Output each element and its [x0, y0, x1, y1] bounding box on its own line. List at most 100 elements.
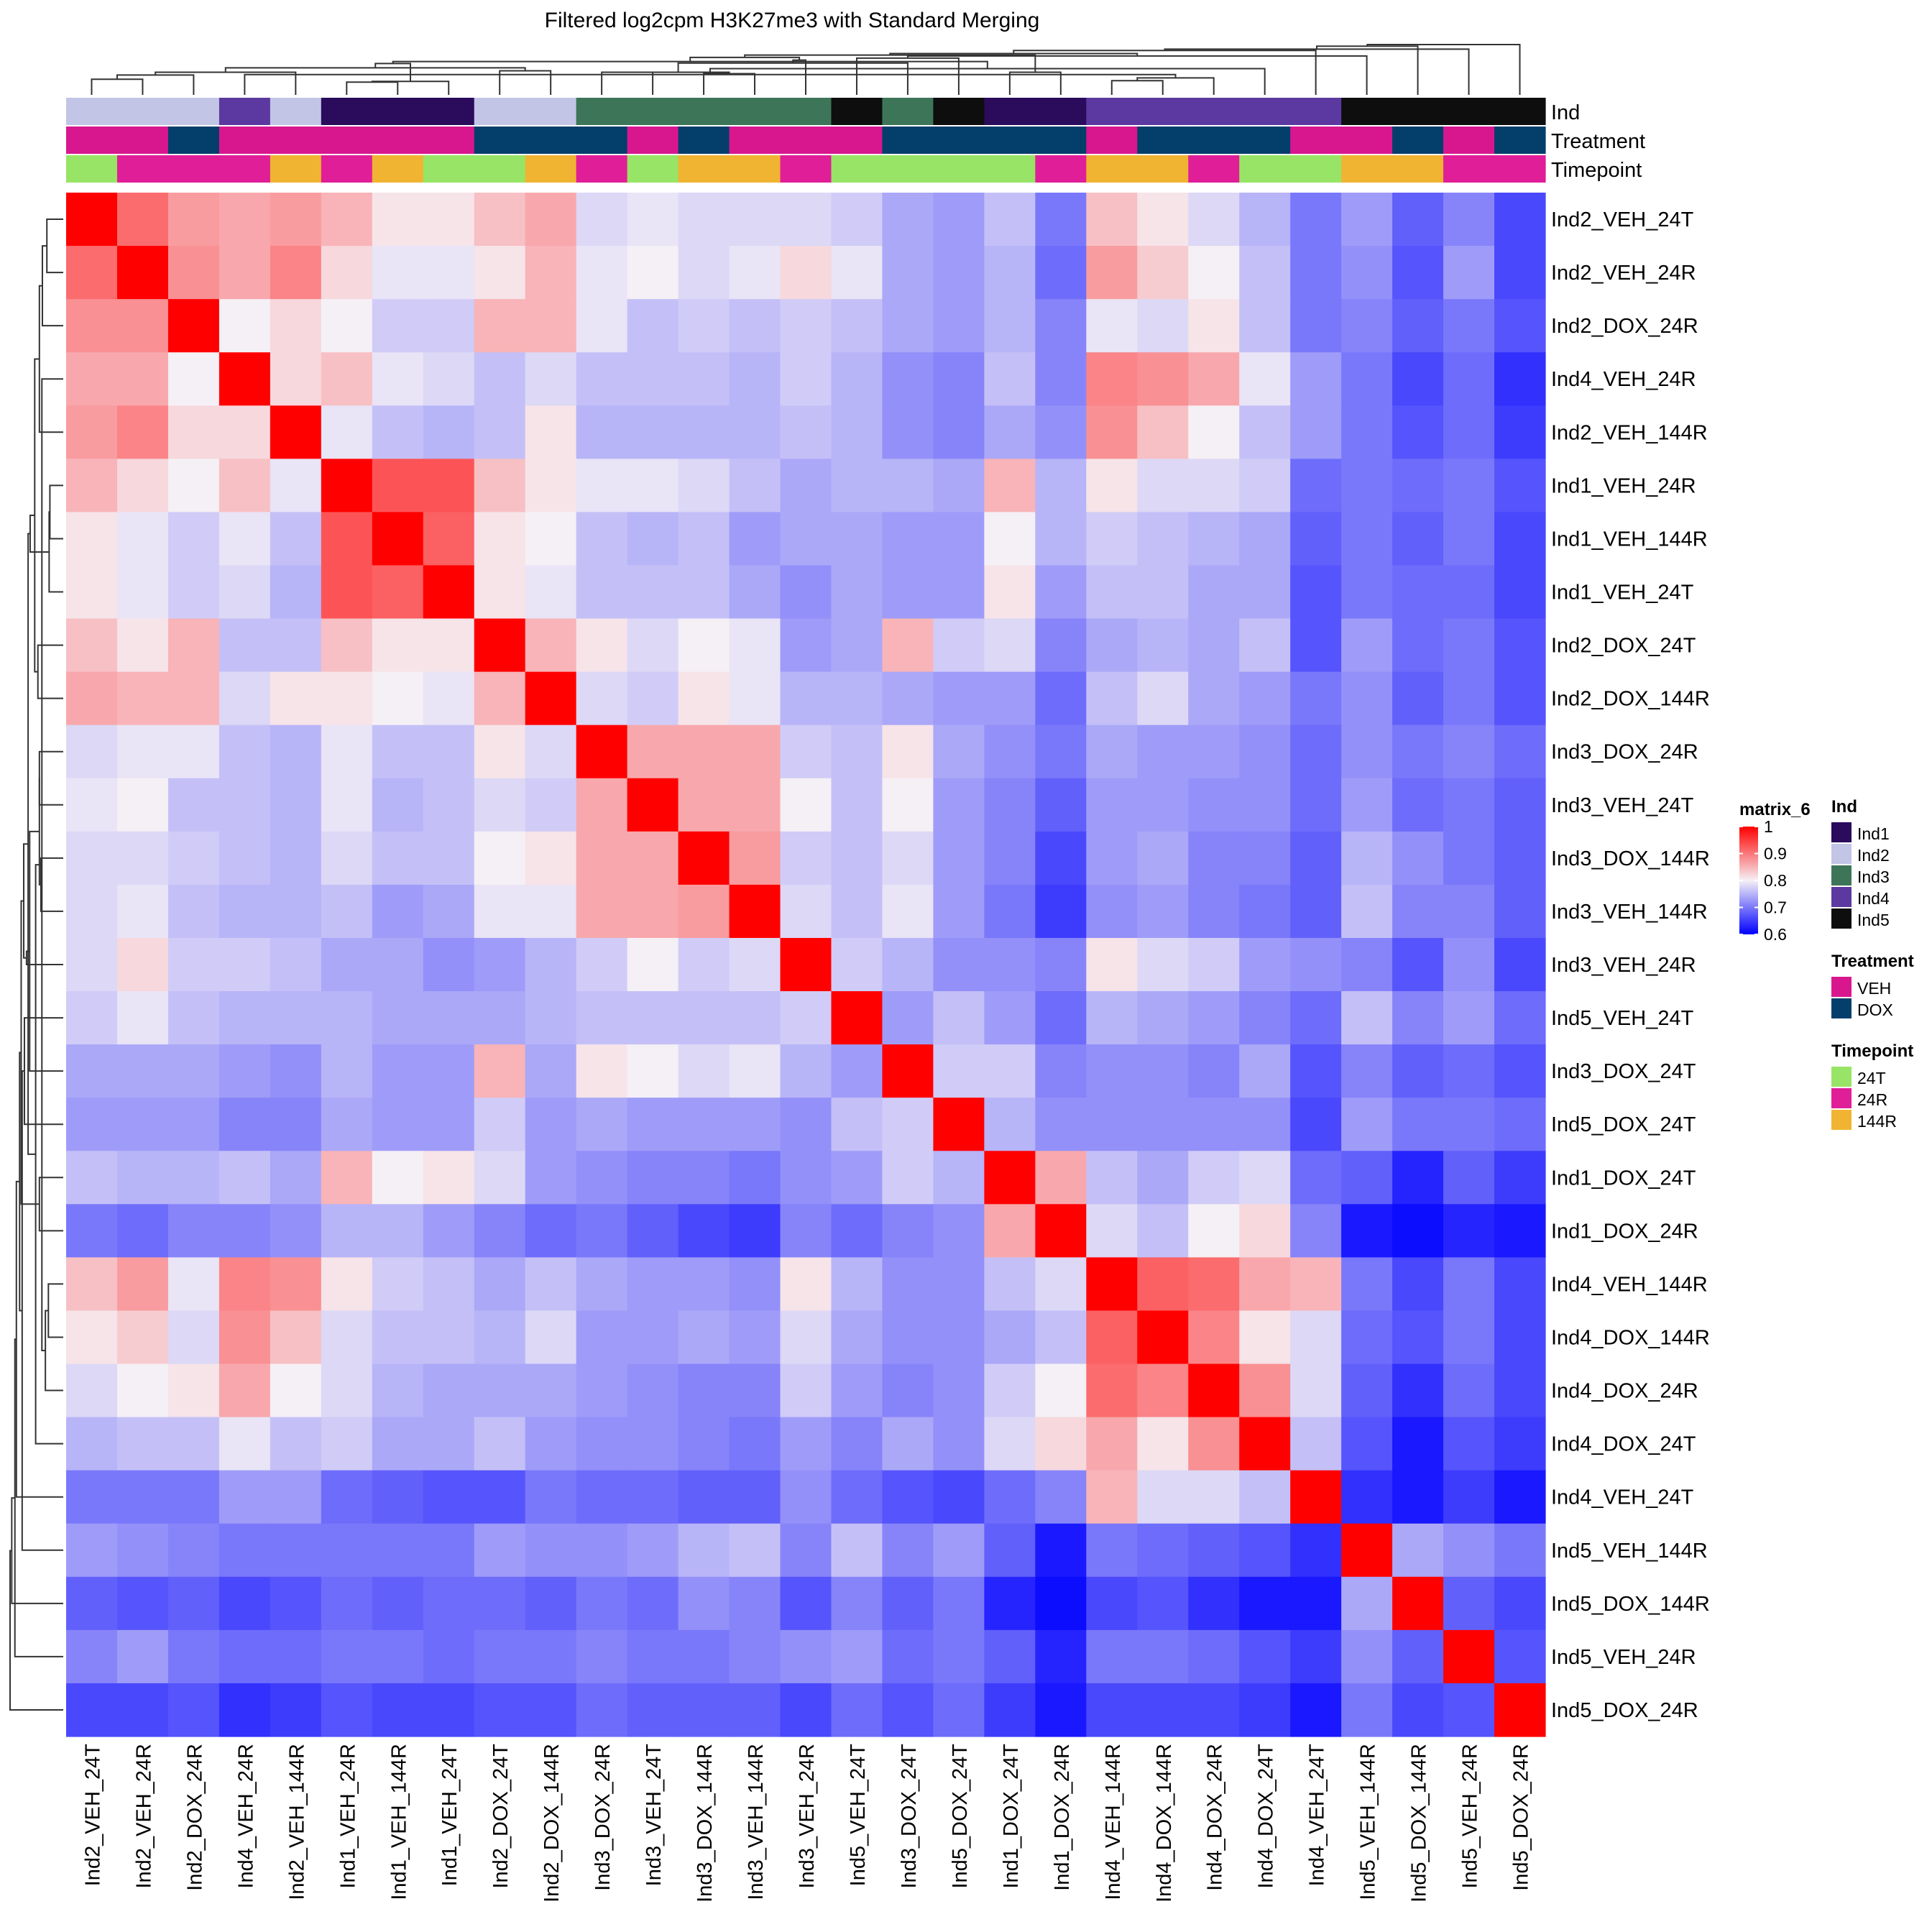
annotation-cell-ind [1239, 98, 1291, 125]
heatmap-cell [1494, 1257, 1546, 1312]
heatmap-cell [1239, 1151, 1291, 1205]
heatmap-cell [882, 1523, 934, 1578]
heatmap-cell [729, 1098, 781, 1151]
heatmap-cell [1188, 884, 1240, 939]
heatmap-cell [984, 1523, 1036, 1578]
annotation-cell-ind [984, 98, 1036, 125]
heatmap-cell [729, 352, 781, 406]
heatmap-cell [729, 565, 781, 620]
row-dendrogram-branch [11, 1497, 63, 1604]
heatmap-cell [474, 1044, 526, 1098]
heatmap-cell [423, 405, 475, 459]
legend-swatch [1831, 844, 1852, 864]
heatmap-cell [270, 1257, 322, 1312]
heatmap-cell [167, 565, 220, 620]
heatmap-cell [525, 1257, 577, 1312]
heatmap-cell [882, 193, 934, 247]
heatmap-cell [882, 299, 934, 353]
heatmap-cell [1443, 1629, 1495, 1684]
heatmap-cell [218, 1417, 271, 1471]
heatmap-cell [1494, 459, 1546, 513]
heatmap-cell [831, 1098, 883, 1151]
row-label: Ind5_DOX_24T [1551, 1113, 1696, 1136]
heatmap-cell [423, 193, 475, 247]
row-label: Ind3_DOX_24R [1551, 741, 1698, 764]
heatmap-cell [66, 405, 118, 459]
annotation-cell-timepoint [729, 155, 781, 183]
heatmap-cell [831, 1151, 883, 1205]
row-label: Ind2_DOX_24T [1551, 635, 1696, 658]
annotation-cell-treatment [116, 126, 169, 154]
heatmap-cell [1290, 724, 1342, 779]
heatmap-cell [525, 1151, 577, 1205]
heatmap-cell [627, 991, 679, 1045]
heatmap-cell [1239, 991, 1291, 1045]
heatmap-cell [423, 1417, 475, 1471]
heatmap-cell [984, 1470, 1036, 1524]
heatmap-cell [321, 1310, 373, 1365]
heatmap-cell [627, 459, 679, 513]
heatmap-cell [1494, 246, 1546, 300]
heatmap-cell [270, 1470, 322, 1524]
heatmap-cell [933, 1470, 985, 1524]
heatmap-cell [1494, 299, 1546, 353]
heatmap-cell [678, 1363, 730, 1418]
heatmap-cell [1239, 724, 1291, 779]
annotation-cell-ind [372, 98, 424, 125]
heatmap-cell [372, 1629, 424, 1684]
heatmap-cell [1188, 1576, 1240, 1631]
legend-label: DOX [1857, 1000, 1893, 1019]
heatmap-cell [1035, 1576, 1087, 1631]
heatmap-cell [372, 991, 424, 1045]
heatmap-cell [1086, 193, 1138, 247]
heatmap-cell [1239, 671, 1291, 726]
heatmap-cell [933, 405, 985, 459]
heatmap-cell [321, 512, 373, 566]
heatmap-cell [372, 724, 424, 779]
annotation-cell-treatment [1290, 126, 1342, 154]
heatmap-cell [474, 1417, 526, 1471]
annotation-cell-timepoint [1443, 155, 1495, 183]
heatmap-cell [1443, 1576, 1495, 1631]
heatmap-cell [321, 405, 373, 459]
heatmap-cell [780, 778, 832, 832]
heatmap-cell [933, 352, 985, 406]
heatmap-cell [1086, 831, 1138, 886]
heatmap-cell [627, 831, 679, 886]
heatmap-cell [729, 1470, 781, 1524]
column-dendrogram-branch [1366, 44, 1521, 95]
heatmap-cell [1035, 352, 1087, 406]
heatmap-cell [1188, 246, 1240, 300]
heatmap-cell [1392, 299, 1444, 353]
column-dendrogram-branch [244, 73, 1177, 95]
heatmap-cell [423, 991, 475, 1045]
heatmap-cell [1137, 1098, 1189, 1151]
heatmap-cell [831, 352, 883, 406]
heatmap-cell [780, 724, 832, 779]
heatmap-cell [729, 991, 781, 1045]
heatmap-cell [218, 299, 271, 353]
annotation-cell-ind [321, 98, 373, 125]
column-dendrogram [91, 44, 1521, 95]
heatmap-cell [627, 512, 679, 566]
heatmap-cell [576, 565, 628, 620]
heatmap-cell [1443, 831, 1495, 886]
legend-swatch [1831, 822, 1852, 842]
annotation-cell-timepoint [933, 155, 985, 183]
legend-title-treatment: Treatment [1831, 952, 1914, 971]
heatmap-cell [882, 1417, 934, 1471]
annotation-bars [66, 98, 1546, 183]
column-dendrogram-branch [116, 74, 195, 95]
heatmap-cell [1341, 1417, 1393, 1471]
heatmap-cell [780, 1523, 832, 1578]
heatmap-cell [321, 1576, 373, 1631]
heatmap-cell [1188, 671, 1240, 726]
annotation-cell-ind [66, 98, 118, 125]
heatmap-cell [1494, 352, 1546, 406]
heatmap-cell [780, 193, 832, 247]
heatmap-cell [576, 1629, 628, 1684]
heatmap-cell [372, 671, 424, 726]
column-label: Ind2_VEH_144R [285, 1744, 308, 1900]
heatmap-cell [167, 1629, 220, 1684]
heatmap-cell [627, 1470, 679, 1524]
